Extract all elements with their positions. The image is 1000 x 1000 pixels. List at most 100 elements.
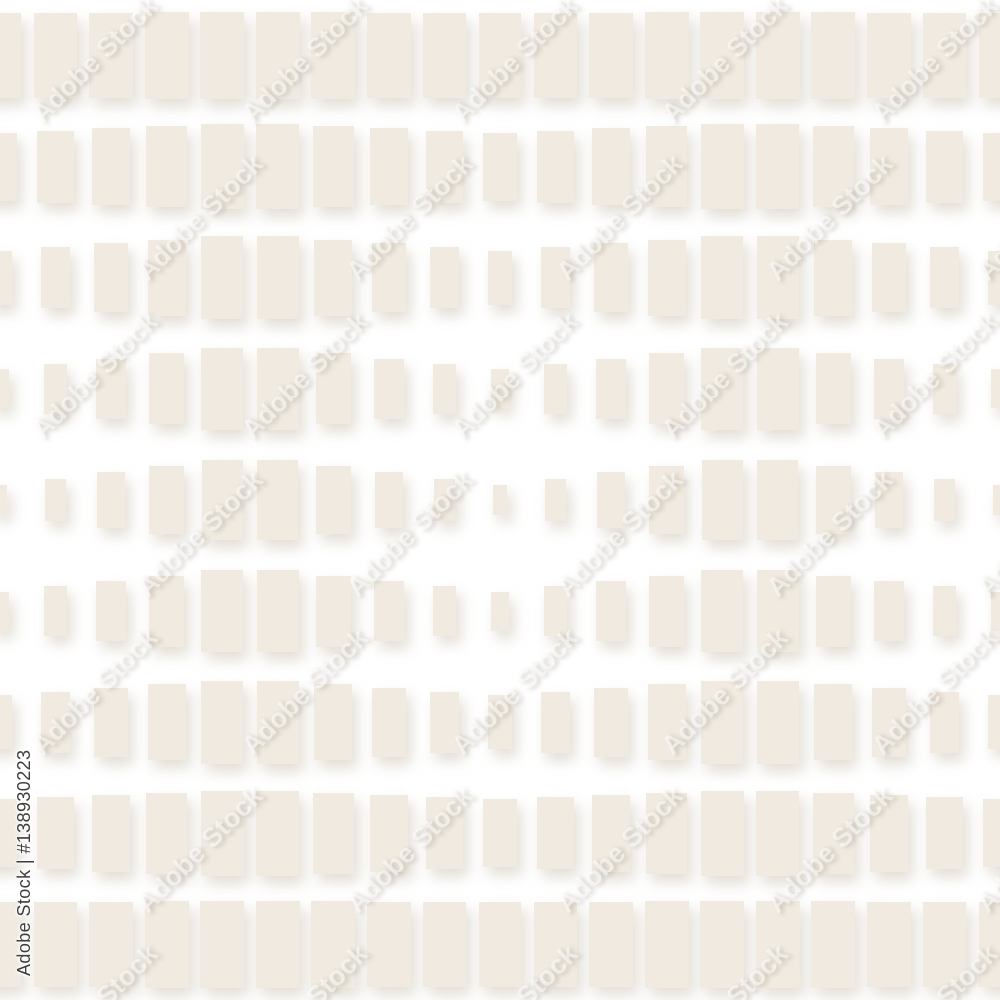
pattern-rect xyxy=(875,472,903,528)
pattern-rect xyxy=(34,901,77,987)
pattern-rect xyxy=(146,126,188,207)
pattern-rect xyxy=(200,124,244,210)
pattern-rect xyxy=(869,795,909,872)
pattern-rect xyxy=(596,358,626,420)
pattern-rect xyxy=(594,243,628,313)
pattern-rect xyxy=(314,684,353,761)
pattern-rect xyxy=(992,485,1000,515)
pattern-rect xyxy=(311,12,356,99)
pattern-rect xyxy=(978,13,1000,98)
pattern-rect xyxy=(423,901,466,987)
pattern-rect xyxy=(647,684,686,761)
pattern-rect xyxy=(0,695,13,750)
pattern-rect xyxy=(94,687,128,757)
pattern-rect xyxy=(43,363,68,414)
pattern-rect xyxy=(589,12,633,99)
pattern-rect xyxy=(256,124,300,210)
pattern-rect xyxy=(429,691,459,753)
pattern-rect xyxy=(423,13,466,99)
pattern-rect xyxy=(257,570,299,652)
pattern-rect xyxy=(757,459,799,541)
pattern-rect xyxy=(648,575,685,647)
pattern-rect xyxy=(201,459,243,541)
pattern-rect xyxy=(432,363,457,414)
pattern-rect xyxy=(147,684,186,761)
pattern-rect xyxy=(257,348,299,430)
pattern-rect xyxy=(596,580,626,642)
pattern-rect xyxy=(926,797,963,870)
pattern-rect xyxy=(700,790,744,876)
pattern-rect xyxy=(983,799,1000,868)
pattern-rect xyxy=(649,466,684,534)
pattern-rect xyxy=(201,680,244,764)
pattern-rect xyxy=(312,126,354,207)
pattern-rect xyxy=(367,12,411,99)
pattern-rect xyxy=(815,575,852,647)
pattern-rect xyxy=(701,236,744,320)
pattern-rect xyxy=(369,795,409,872)
pattern-rect xyxy=(812,793,854,874)
pattern-rect xyxy=(923,901,966,987)
pattern-rect xyxy=(149,466,184,534)
pattern-rect xyxy=(41,247,70,309)
pattern-rect xyxy=(34,13,77,99)
pattern-rect xyxy=(257,459,299,541)
pattern-rect xyxy=(545,478,567,522)
pattern-rect xyxy=(932,586,957,636)
pattern-rect xyxy=(315,353,352,425)
pattern-rect xyxy=(757,570,799,652)
pattern-rect xyxy=(89,12,133,99)
pattern-rect xyxy=(0,485,8,515)
pattern-rect xyxy=(933,478,955,522)
pattern-rect xyxy=(91,128,131,205)
pattern-rect xyxy=(991,369,1000,409)
pattern-rect xyxy=(811,901,856,988)
pattern-rect xyxy=(812,126,854,207)
pattern-rect xyxy=(144,12,189,99)
pattern-rect xyxy=(537,797,574,870)
pattern-rect xyxy=(543,363,568,414)
pattern-rect xyxy=(491,369,509,409)
pattern-rect xyxy=(315,575,352,647)
pattern-rect xyxy=(372,243,406,313)
pattern-rect xyxy=(647,239,686,316)
pattern-rect xyxy=(483,132,517,201)
pattern-rect xyxy=(700,901,745,988)
pattern-rect xyxy=(755,12,800,99)
pattern-rect xyxy=(487,695,513,750)
pattern-rect xyxy=(426,797,463,870)
pattern-rect xyxy=(815,353,852,425)
pattern-rect xyxy=(483,799,517,868)
pattern-rect xyxy=(43,586,68,636)
pattern-rect xyxy=(534,901,577,987)
pattern-rect xyxy=(256,680,299,764)
pattern-rect xyxy=(374,580,404,642)
pattern-rect xyxy=(0,799,17,868)
pattern-rect xyxy=(37,130,74,203)
pattern-rect xyxy=(701,459,743,541)
pattern-rect xyxy=(0,13,22,98)
pattern-rect xyxy=(874,358,904,420)
pattern-rect xyxy=(94,243,128,313)
pattern-rect xyxy=(97,472,125,528)
pattern-rect xyxy=(700,12,745,99)
pattern-rect xyxy=(923,13,966,99)
pattern-rect xyxy=(872,687,906,757)
pattern-rect xyxy=(372,687,406,757)
pattern-rect xyxy=(478,13,522,98)
pattern-rect xyxy=(201,348,243,430)
pattern-rect xyxy=(200,12,245,99)
pattern-rect xyxy=(987,250,1000,305)
pattern-rect xyxy=(926,130,963,203)
pattern-rect xyxy=(811,12,856,99)
pattern-rect xyxy=(146,793,188,874)
pattern-rect xyxy=(983,132,1000,201)
pattern-rect xyxy=(755,901,800,988)
pattern-rect xyxy=(200,901,245,988)
pattern-rect xyxy=(932,363,957,414)
pattern-rect xyxy=(756,680,799,764)
pattern-rect xyxy=(375,472,403,528)
pattern-rect xyxy=(929,247,959,309)
pattern-rect xyxy=(316,466,351,534)
pattern-rect xyxy=(591,795,631,872)
